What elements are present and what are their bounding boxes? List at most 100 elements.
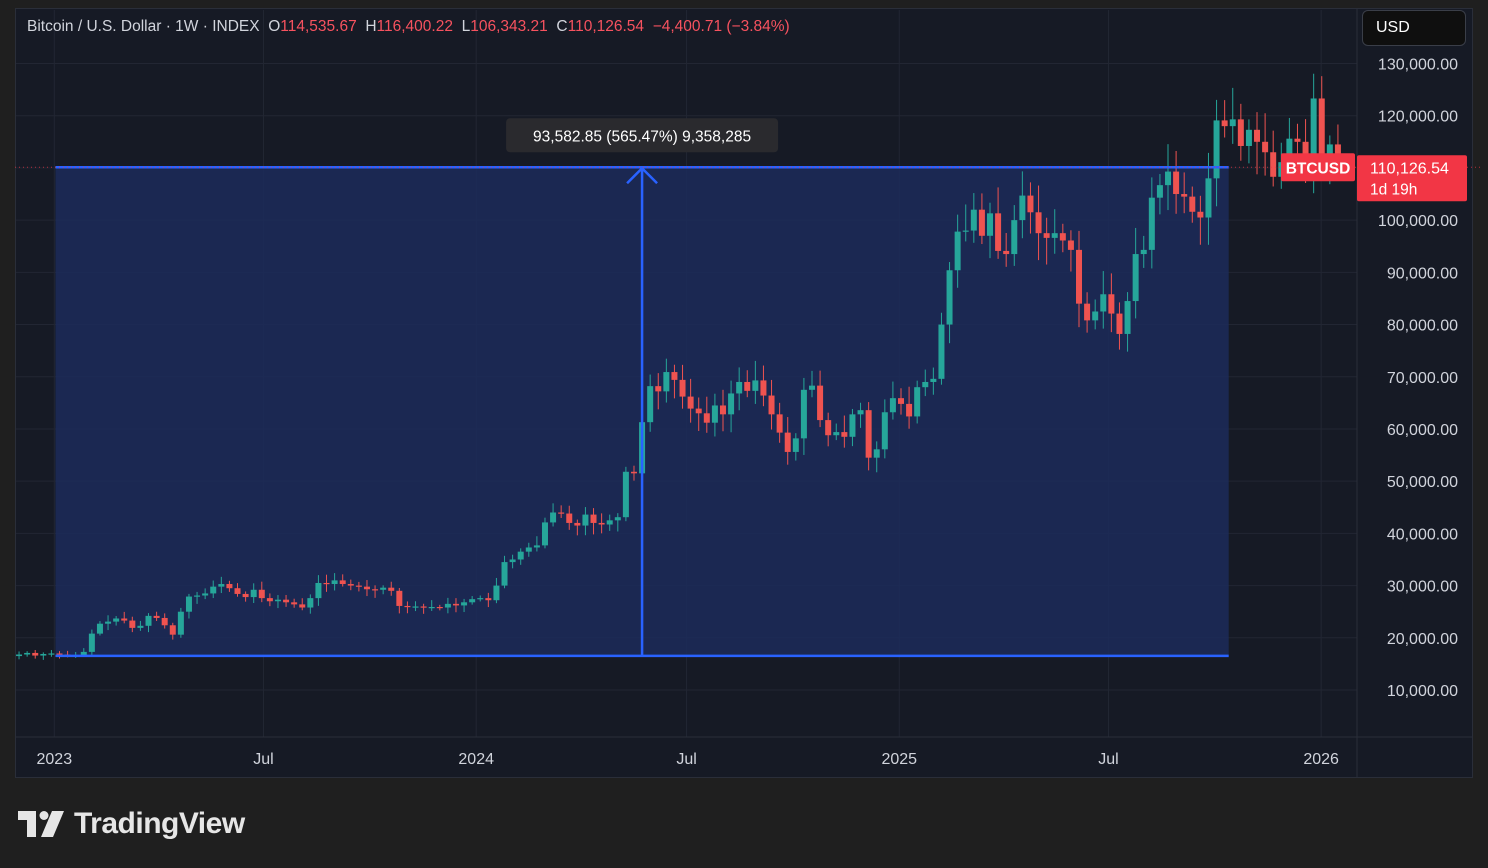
candle-body	[792, 438, 799, 452]
candle-body	[1189, 196, 1196, 212]
last-price-text: 110,126.54	[1370, 160, 1449, 177]
candle-body	[477, 598, 484, 600]
candle-body	[428, 606, 435, 609]
candle-body	[906, 403, 913, 417]
close-label: C	[556, 18, 568, 35]
x-tick-label: 2023	[37, 751, 73, 768]
high-value: 116,400.22	[376, 18, 453, 35]
candle-body	[185, 596, 192, 612]
x-tick-label: 2026	[1303, 751, 1339, 768]
candle-body	[655, 386, 662, 392]
candle-body	[234, 588, 241, 594]
y-tick-label: 50,000.00	[1387, 474, 1458, 491]
spacer	[453, 18, 462, 36]
tradingview-logo-icon	[18, 811, 64, 837]
separator: ·	[198, 18, 213, 35]
candle-body	[1051, 233, 1058, 238]
candle-body	[210, 586, 217, 594]
candle-body	[307, 598, 314, 608]
candle-body	[711, 405, 718, 423]
candle-body	[938, 324, 945, 379]
candle-body	[922, 381, 929, 388]
candle-body	[1229, 119, 1236, 127]
candle-body	[679, 379, 686, 397]
candle-body	[614, 517, 621, 521]
candle-body	[865, 410, 872, 458]
low-label: L	[461, 18, 471, 35]
candle-body	[137, 625, 144, 628]
candle-body	[32, 652, 39, 656]
candle-body	[768, 395, 775, 415]
candle-body	[1132, 254, 1139, 302]
candle-body	[1197, 211, 1204, 218]
y-tick-label: 80,000.00	[1387, 318, 1458, 335]
candle-body	[299, 604, 306, 608]
candle-body	[914, 387, 921, 417]
candle-body	[582, 514, 589, 526]
candle-body	[1116, 313, 1123, 334]
candle-body	[760, 380, 767, 396]
candle-body	[1245, 129, 1252, 146]
candle-body	[881, 412, 888, 450]
candle-body	[1294, 138, 1301, 142]
candle-body	[736, 381, 743, 394]
candle-body	[363, 586, 370, 590]
candle-body	[283, 599, 290, 603]
separator: ·	[161, 18, 176, 35]
candle-body	[525, 547, 532, 552]
measure-tooltip-text: 93,582.85 (565.47%) 9,358,285	[533, 128, 751, 145]
candle-body	[1011, 220, 1018, 255]
candle-body	[719, 405, 726, 415]
candle-body	[606, 520, 613, 525]
symbol-name[interactable]: Bitcoin / U.S. Dollar	[27, 18, 162, 35]
y-tick-label: 70,000.00	[1387, 370, 1458, 387]
change-value: −4,400.71 (−3.84%)	[652, 18, 790, 35]
candle-body	[987, 213, 994, 236]
candle-body	[841, 432, 848, 437]
candle-body	[339, 580, 346, 585]
last-price-tag	[1357, 155, 1467, 202]
candle-body	[436, 606, 443, 609]
candle-body	[1067, 240, 1074, 250]
currency-button[interactable]: USD	[1362, 10, 1466, 46]
spacer	[357, 18, 366, 36]
candle-body	[56, 653, 63, 655]
candle-body	[331, 580, 338, 585]
candle-body	[1181, 194, 1188, 197]
candle-body	[161, 617, 168, 626]
candle-body	[347, 584, 354, 586]
candle-body	[16, 654, 23, 657]
candle-body	[88, 633, 95, 652]
candle-body	[291, 602, 298, 605]
candle-body	[258, 589, 265, 599]
candle-body	[1092, 311, 1099, 321]
x-tick-label: Jul	[1098, 751, 1118, 768]
candle-body	[169, 625, 176, 635]
candle-body	[1140, 249, 1147, 255]
symbol-header[interactable]: Bitcoin / U.S. Dollar · 1W · INDEX O 114…	[27, 17, 790, 37]
candle-body	[1108, 294, 1115, 314]
candle-body	[485, 598, 492, 601]
candle-body	[873, 449, 880, 458]
candle-body	[105, 621, 112, 624]
candle-body	[121, 618, 128, 621]
candle-body	[744, 381, 751, 391]
candle-body	[752, 380, 759, 391]
candle-body	[388, 587, 395, 591]
candle-body	[153, 615, 160, 618]
candle-body	[1165, 171, 1172, 186]
candle-body	[315, 582, 322, 599]
y-tick-label: 60,000.00	[1387, 422, 1458, 439]
candle-body	[833, 432, 840, 436]
candle-body	[1059, 233, 1066, 241]
candle-body	[380, 587, 387, 590]
candle-body	[1254, 129, 1261, 142]
interval[interactable]: 1W	[175, 18, 199, 35]
candle-body	[695, 408, 702, 414]
bar-countdown-text: 1d 19h	[1370, 181, 1417, 198]
tradingview-logo[interactable]: TradingView	[18, 806, 245, 842]
y-tick-label: 90,000.00	[1387, 265, 1458, 282]
candle-body	[1310, 98, 1317, 170]
candle-body	[501, 562, 508, 586]
